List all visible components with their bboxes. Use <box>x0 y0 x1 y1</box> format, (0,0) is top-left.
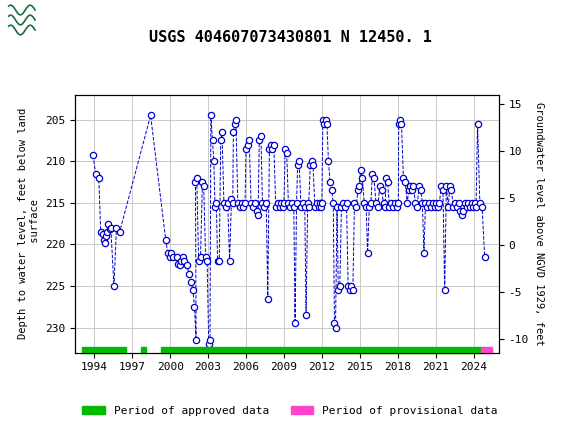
Bar <box>82 347 126 353</box>
Y-axis label: Groundwater level above NGVD 1929, feet: Groundwater level above NGVD 1929, feet <box>534 102 544 345</box>
Bar <box>481 347 492 353</box>
FancyBboxPatch shape <box>6 2 75 38</box>
Y-axis label: Depth to water level, feet below land
 surface: Depth to water level, feet below land su… <box>19 108 40 339</box>
Text: USGS: USGS <box>81 10 141 29</box>
Bar <box>161 347 481 353</box>
Text: USGS 404607073430801 N 12450. 1: USGS 404607073430801 N 12450. 1 <box>148 30 432 45</box>
Legend: Period of approved data, Period of provisional data: Period of approved data, Period of provi… <box>78 401 502 420</box>
Bar <box>141 347 146 353</box>
